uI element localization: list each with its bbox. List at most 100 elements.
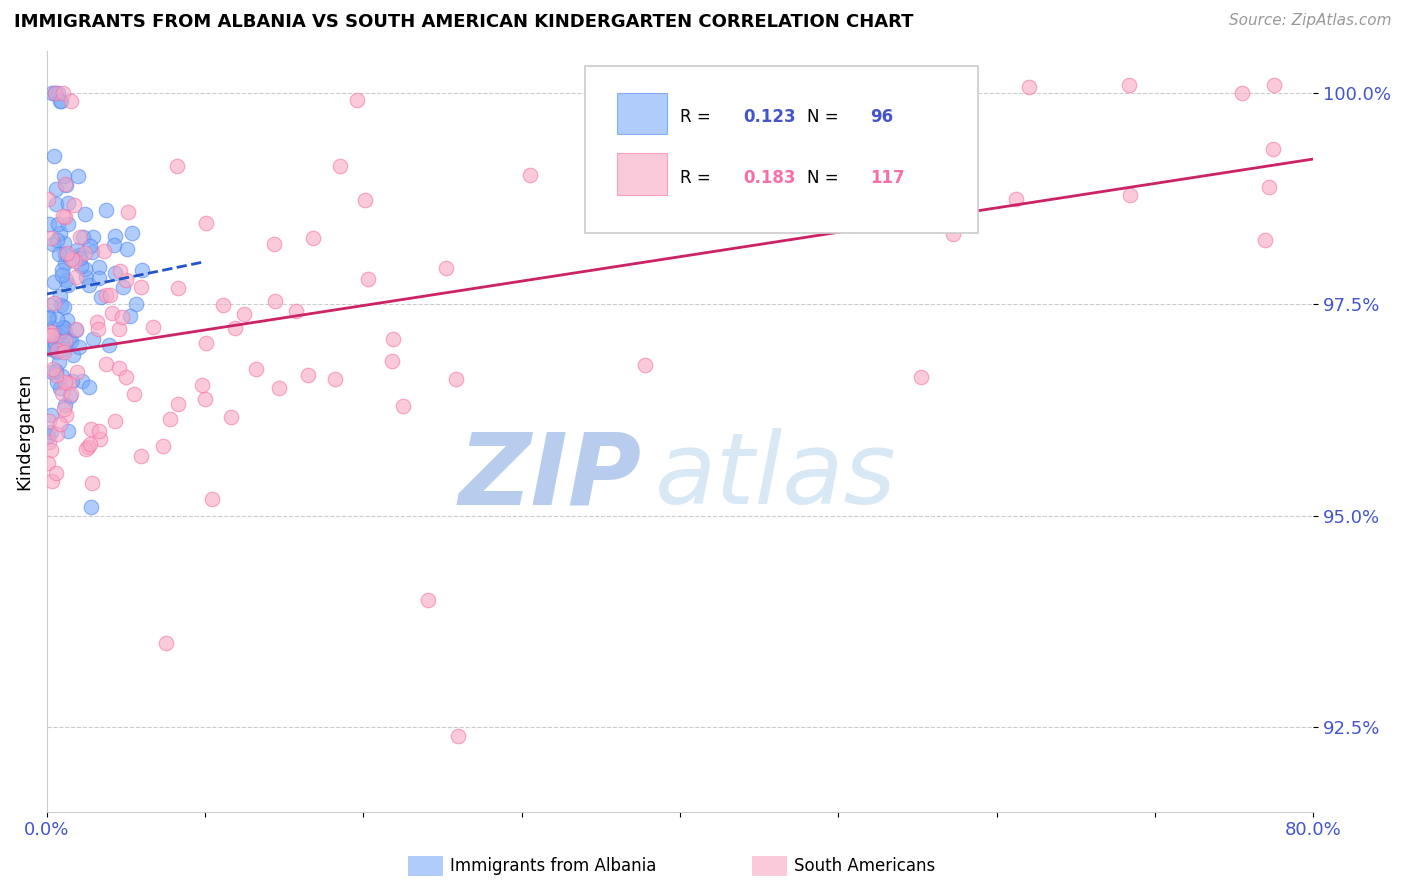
Point [75, 269, 97, 284]
Point [55, 313, 77, 327]
Point [108, 322, 131, 336]
Point [37, 336, 59, 351]
Point [55, 178, 77, 192]
Point [1018, 79, 1040, 94]
Point [39, 409, 62, 423]
Point [79, 422, 101, 436]
Text: R =: R = [681, 108, 716, 126]
Text: Source: ZipAtlas.com: Source: ZipAtlas.com [1229, 13, 1392, 29]
Point [1263, 78, 1285, 92]
Point [53, 300, 76, 314]
Point [53, 326, 76, 340]
Point [49, 298, 72, 312]
Text: 96: 96 [870, 108, 893, 126]
Point [114, 273, 136, 287]
Point [98, 287, 121, 301]
Point [233, 307, 256, 321]
Point [75, 207, 97, 221]
Point [1253, 233, 1275, 247]
Point [45, 345, 67, 359]
Point [117, 204, 139, 219]
Point [634, 359, 657, 373]
Text: N =: N = [807, 169, 844, 186]
Text: Immigrants from Albania: Immigrants from Albania [450, 857, 657, 875]
Point [62, 347, 84, 361]
Point [67, 248, 90, 262]
Point [103, 414, 125, 428]
Point [59, 95, 82, 109]
Point [38, 298, 60, 312]
Point [224, 320, 246, 334]
Point [69, 229, 91, 244]
Point [354, 193, 377, 207]
Text: R =: R = [681, 169, 716, 186]
Point [942, 227, 965, 242]
Point [201, 491, 224, 506]
Point [96, 288, 118, 302]
Point [444, 372, 467, 386]
Point [46, 312, 69, 326]
Point [69, 259, 91, 273]
Point [118, 309, 141, 323]
Point [42, 148, 65, 162]
Point [52, 320, 75, 334]
Point [103, 238, 125, 252]
Point [381, 332, 404, 346]
Point [75, 442, 97, 457]
Point [58, 376, 80, 391]
Point [56, 425, 79, 439]
Point [108, 361, 131, 376]
Point [46, 375, 69, 389]
Point [52, 344, 75, 359]
Point [37, 310, 59, 325]
Point [434, 260, 457, 275]
Point [51, 268, 73, 282]
Point [910, 369, 932, 384]
Text: atlas: atlas [655, 428, 897, 525]
Point [1005, 192, 1028, 206]
Point [51, 337, 73, 351]
Point [101, 306, 124, 320]
Point [37, 328, 59, 343]
Point [37, 341, 59, 355]
Point [58, 389, 80, 403]
Text: 0.183: 0.183 [744, 169, 796, 186]
Point [44, 86, 66, 100]
Point [63, 197, 86, 211]
Point [86, 315, 108, 329]
Point [63, 254, 86, 268]
Point [1263, 141, 1285, 155]
Point [89, 432, 111, 446]
Point [79, 239, 101, 253]
Point [37, 193, 59, 207]
Point [60, 386, 83, 401]
Point [45, 343, 67, 357]
Point [87, 260, 110, 275]
Point [82, 230, 104, 244]
Point [263, 294, 285, 309]
Point [1258, 180, 1281, 194]
Point [80, 475, 103, 490]
Point [212, 298, 235, 312]
Point [167, 397, 190, 411]
Point [219, 409, 242, 424]
Point [48, 95, 70, 109]
Point [55, 255, 77, 269]
Point [45, 363, 67, 377]
Point [56, 246, 79, 260]
Point [96, 203, 118, 218]
Point [67, 169, 90, 184]
Point [72, 229, 94, 244]
Point [46, 86, 69, 100]
Point [52, 169, 75, 183]
Point [115, 242, 138, 256]
Point [297, 368, 319, 382]
Point [52, 209, 75, 223]
Point [46, 233, 69, 247]
Point [381, 354, 404, 368]
Text: South Americans: South Americans [794, 857, 935, 875]
Point [53, 321, 76, 335]
Point [323, 371, 346, 385]
Point [90, 290, 112, 304]
Point [129, 449, 152, 463]
